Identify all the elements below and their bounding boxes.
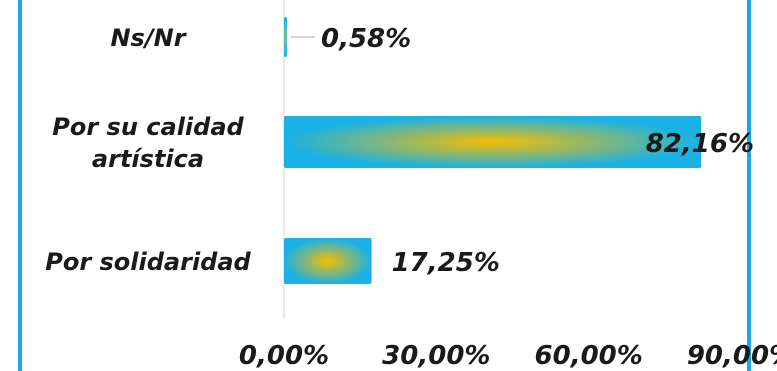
data-label: 82,16%	[646, 129, 754, 159]
x-tick-label: 90,00%	[687, 341, 777, 371]
category-label: Ns/Nr	[110, 24, 187, 52]
x-tick-label: 60,00%	[535, 341, 643, 371]
data-label: 17,25%	[392, 248, 500, 278]
x-tick-label: 0,00%	[239, 341, 329, 371]
data-label: 0,58%	[321, 24, 411, 54]
x-tick-label: 30,00%	[382, 341, 490, 371]
category-label: Por solidaridad	[45, 248, 251, 276]
chart-border-right	[747, 0, 751, 371]
category-label: Por su calidad artística	[52, 113, 244, 173]
bar	[284, 17, 287, 57]
bar	[284, 116, 702, 168]
chart-border-left	[18, 0, 22, 371]
bar	[284, 238, 372, 284]
